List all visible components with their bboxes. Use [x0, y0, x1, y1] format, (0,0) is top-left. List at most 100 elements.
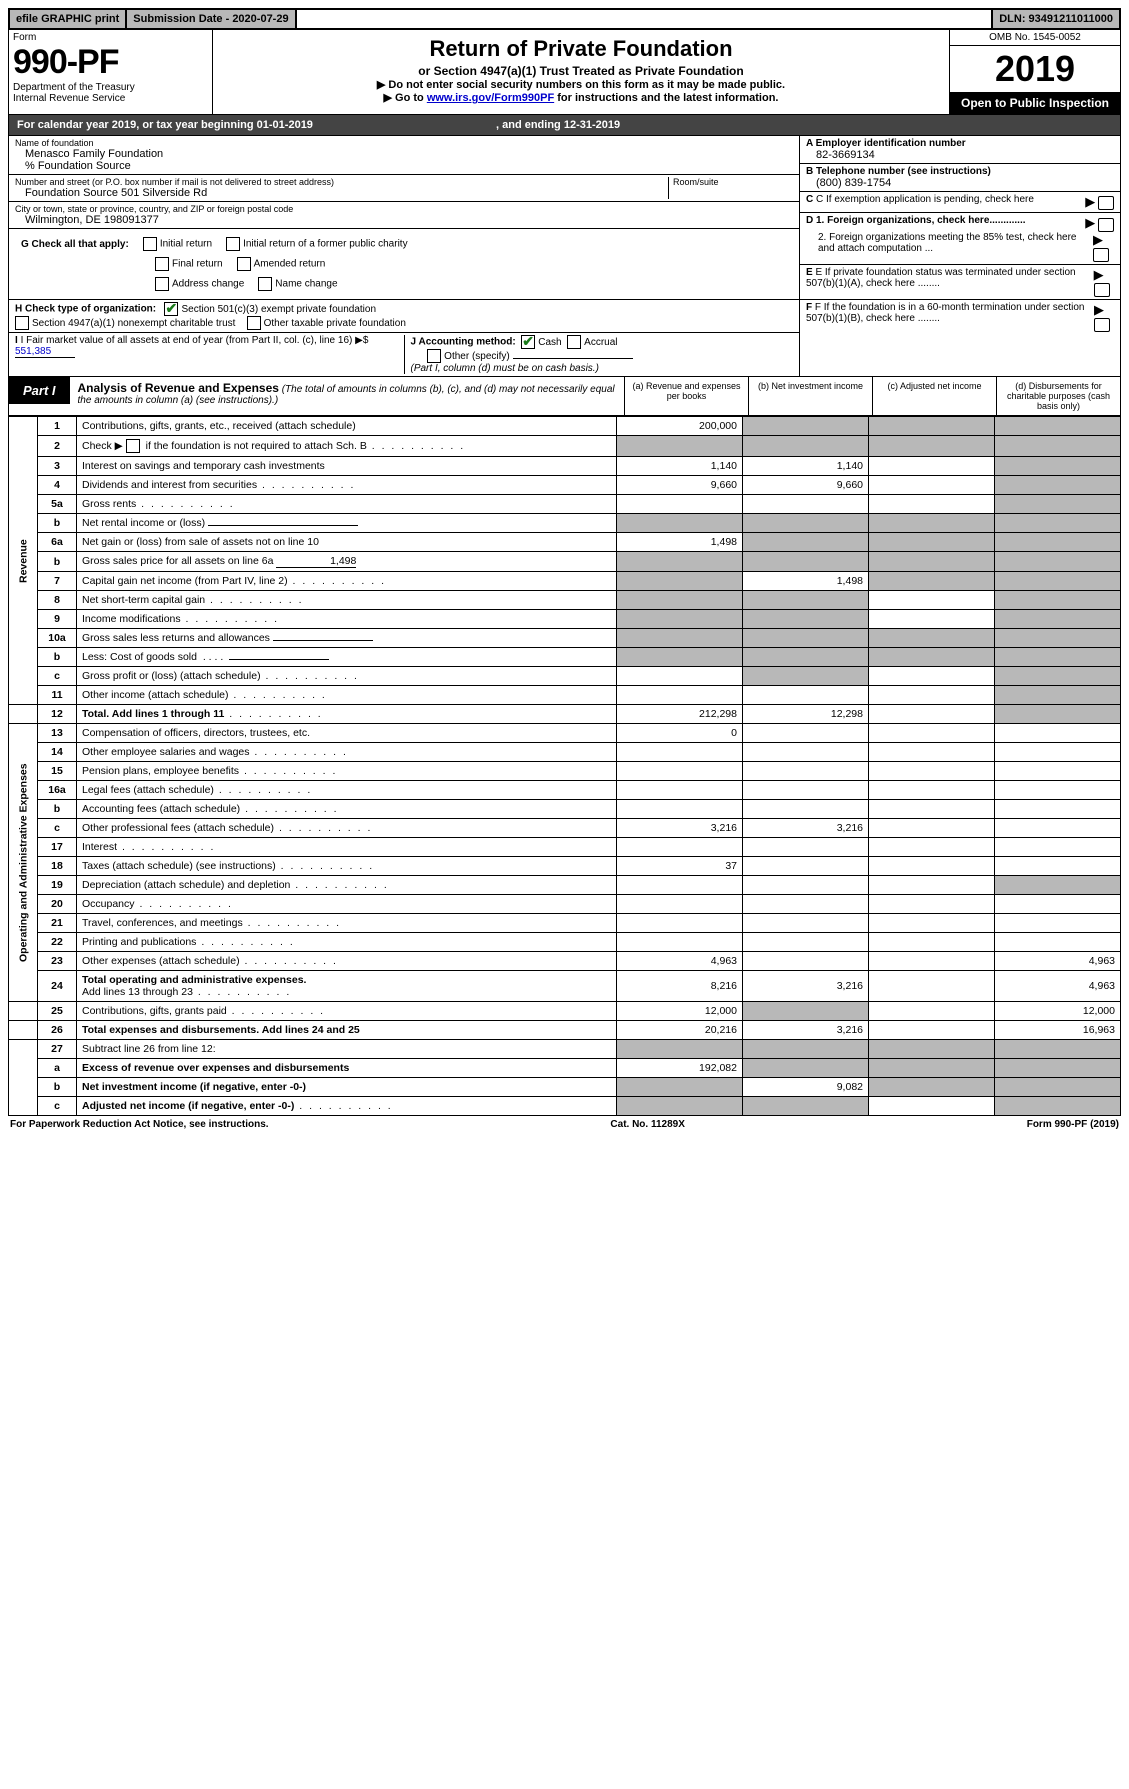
row-13: Operating and Administrative Expenses 13…	[9, 724, 1121, 743]
b-label: B Telephone number (see instructions)	[806, 166, 1114, 177]
h-501c3[interactable]: Section 501(c)(3) exempt private foundat…	[164, 304, 376, 315]
row-24: 24Total operating and administrative exp…	[9, 971, 1121, 1002]
note-goto-prefix: ▶ Go to	[384, 92, 427, 104]
g-label: G Check all that apply:	[21, 239, 129, 250]
row-2: 2 Check ▶ if the foundation is not requi…	[9, 436, 1121, 457]
form-number: 990-PF	[13, 43, 208, 82]
row-11: 11Other income (attach schedule)	[9, 686, 1121, 705]
submission-date: Submission Date - 2020-07-29	[127, 10, 296, 28]
row-20: 20Occupancy	[9, 895, 1121, 914]
row-22: 22Printing and publications	[9, 933, 1121, 952]
row-23: 23Other expenses (attach schedule)4,9634…	[9, 952, 1121, 971]
g-final[interactable]: Final return	[155, 257, 223, 271]
g-address[interactable]: Address change	[155, 277, 244, 291]
row-8: 8Net short-term capital gain	[9, 591, 1121, 610]
top-spacer	[297, 10, 992, 28]
header-right: OMB No. 1545-0052 2019 Open to Public In…	[949, 30, 1120, 114]
row-12: 12Total. Add lines 1 through 11 212,2981…	[9, 705, 1121, 724]
h-other[interactable]: Other taxable private foundation	[247, 318, 406, 329]
f-checkbox[interactable]	[1094, 318, 1110, 332]
d-cell: D 1. Foreign organizations, check here..…	[800, 213, 1120, 264]
col-d-head: (d) Disbursements for charitable purpose…	[996, 377, 1120, 415]
row-19: 19Depreciation (attach schedule) and dep…	[9, 876, 1121, 895]
row-14: 14Other employee salaries and wages	[9, 743, 1121, 762]
section-ij: I I Fair market value of all assets at e…	[9, 333, 799, 376]
j-accrual[interactable]: Accrual	[567, 337, 617, 348]
section-j: J Accounting method: Cash Accrual Other …	[404, 335, 794, 374]
row-1: Revenue 1 Contributions, gifts, grants, …	[9, 417, 1121, 436]
row-21: 21Travel, conferences, and meetings	[9, 914, 1121, 933]
row-26: 26Total expenses and disbursements. Add …	[9, 1021, 1121, 1040]
form-label: Form	[13, 32, 208, 43]
row-7: 7Capital gain net income (from Part IV, …	[9, 572, 1121, 591]
g-name[interactable]: Name change	[258, 277, 337, 291]
row-15: 15Pension plans, employee benefits	[9, 762, 1121, 781]
row-9: 9Income modifications	[9, 610, 1121, 629]
c-cell: C C If exemption application is pending,…	[800, 192, 1120, 213]
row-6a: 6aNet gain or (loss) from sale of assets…	[9, 533, 1121, 552]
efile-label[interactable]: efile GRAPHIC print	[10, 10, 127, 28]
form-header: Form 990-PF Department of the Treasury I…	[8, 30, 1121, 115]
form-subtitle: or Section 4947(a)(1) Trust Treated as P…	[217, 64, 945, 78]
g-initial-former[interactable]: Initial return of a former public charit…	[226, 237, 408, 251]
entity-info: Name of foundation Menasco Family Founda…	[8, 136, 1121, 377]
calendar-year-row: For calendar year 2019, or tax year begi…	[8, 115, 1121, 136]
irs-label: Internal Revenue Service	[13, 93, 208, 104]
d2-checkbox[interactable]	[1093, 248, 1109, 262]
part1-desc: Analysis of Revenue and Expenses (The to…	[70, 377, 624, 415]
fmv-value[interactable]: 551,385	[15, 346, 75, 358]
schb-checkbox[interactable]	[126, 439, 140, 453]
section-h: H Check type of organization: Section 50…	[9, 300, 799, 333]
h-label: H Check type of organization:	[15, 304, 156, 315]
revenue-label: Revenue	[9, 417, 38, 705]
row-16a: 16aLegal fees (attach schedule)	[9, 781, 1121, 800]
part1-table: Revenue 1 Contributions, gifts, grants, …	[8, 416, 1121, 1116]
city-cell: City or town, state or province, country…	[9, 202, 799, 229]
row-17: 17Interest	[9, 838, 1121, 857]
foundation-name: Menasco Family Foundation	[15, 148, 793, 160]
note-goto-tail: for instructions and the latest informat…	[554, 92, 778, 104]
expenses-label: Operating and Administrative Expenses	[9, 724, 38, 1002]
row-3: 3Interest on savings and temporary cash …	[9, 457, 1121, 476]
j-cash[interactable]: Cash	[521, 337, 561, 348]
ein-cell: A Employer identification number 82-3669…	[800, 136, 1120, 164]
section-i: I I Fair market value of all assets at e…	[15, 335, 404, 374]
cal-begin: 01-01-2019	[257, 119, 313, 131]
part1-header: Part I Analysis of Revenue and Expenses …	[8, 377, 1121, 416]
d1-label: D 1. Foreign organizations, check here..…	[806, 215, 1026, 231]
c-checkbox[interactable]	[1098, 196, 1114, 210]
j-label: J Accounting method:	[411, 337, 516, 348]
row-16c: cOther professional fees (attach schedul…	[9, 819, 1121, 838]
e-cell: E E If private foundation status was ter…	[800, 265, 1120, 300]
room-label: Room/suite	[673, 177, 793, 187]
irs-link[interactable]: www.irs.gov/Form990PF	[427, 92, 554, 104]
cal-prefix: For calendar year 2019, or tax year begi…	[17, 119, 257, 131]
e-checkbox[interactable]	[1094, 283, 1110, 297]
row-27c: cAdjusted net income (if negative, enter…	[9, 1097, 1121, 1116]
j-other-field[interactable]	[513, 358, 633, 359]
addr-label: Number and street (or P.O. box number if…	[15, 177, 668, 187]
note-goto: ▶ Go to www.irs.gov/Form990PF for instru…	[217, 91, 945, 104]
g-amended[interactable]: Amended return	[237, 257, 326, 271]
d1-checkbox[interactable]	[1098, 218, 1114, 232]
care-of: % Foundation Source	[15, 160, 793, 172]
page-footer: For Paperwork Reduction Act Notice, see …	[8, 1116, 1121, 1133]
f-label: F If the foundation is in a 60-month ter…	[806, 302, 1085, 324]
h-4947[interactable]: Section 4947(a)(1) nonexempt charitable …	[15, 318, 235, 329]
g-initial[interactable]: Initial return	[143, 237, 212, 251]
col-b-head: (b) Net investment income	[748, 377, 872, 415]
name-label: Name of foundation	[15, 138, 793, 148]
form-title: Return of Private Foundation	[217, 36, 945, 62]
section-g: G Check all that apply: Initial return I…	[9, 229, 799, 300]
row-10c: cGross profit or (loss) (attach schedule…	[9, 667, 1121, 686]
row-18: 18Taxes (attach schedule) (see instructi…	[9, 857, 1121, 876]
dept-label: Department of the Treasury	[13, 82, 208, 93]
note-ssn: ▶ Do not enter social security numbers o…	[217, 78, 945, 91]
d2-label: 2. Foreign organizations meeting the 85%…	[806, 232, 1093, 262]
row-10b: bLess: Cost of goods sold . . . .	[9, 648, 1121, 667]
row-27: 27Subtract line 26 from line 12:	[9, 1040, 1121, 1059]
c-label: C If exemption application is pending, c…	[816, 194, 1034, 205]
cal-mid: , and ending	[496, 119, 564, 131]
e-label: E If private foundation status was termi…	[806, 267, 1076, 289]
j-other[interactable]: Other (specify)	[427, 351, 510, 362]
